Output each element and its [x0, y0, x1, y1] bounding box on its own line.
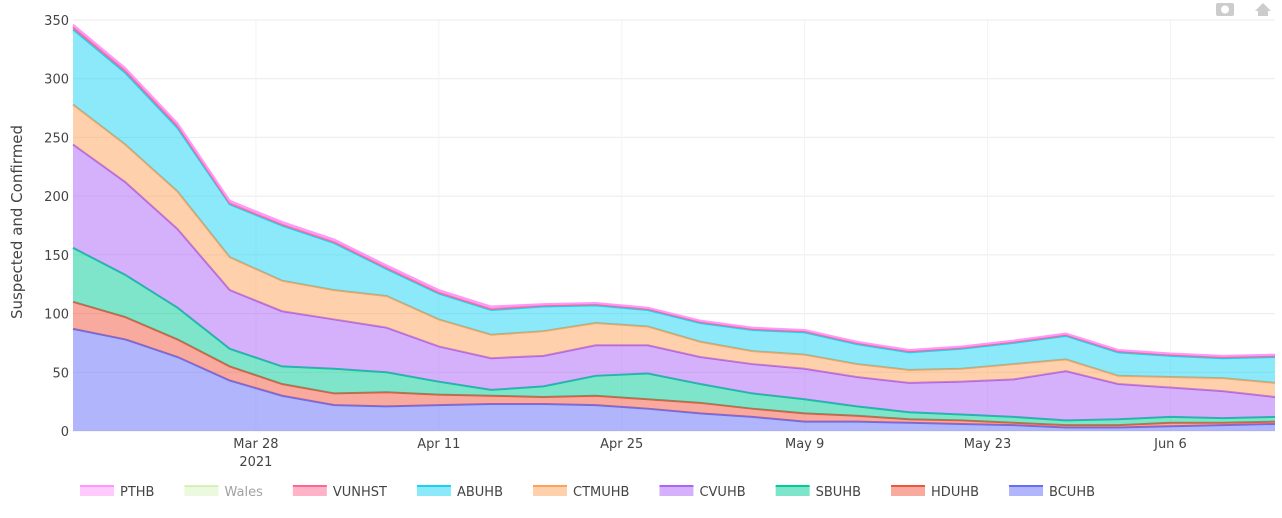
legend-swatch: [533, 486, 567, 496]
legend-item[interactable]: ABUHB: [416, 485, 503, 500]
legend-swatch: [80, 486, 114, 496]
legend-label: HDUHB: [931, 485, 979, 500]
y-tick-label: 50: [52, 366, 69, 381]
legend-item[interactable]: CTMUHB: [533, 485, 629, 500]
area-fill: [73, 301, 1275, 428]
legend-swatch: [184, 486, 219, 496]
legend-label: VUNHST: [333, 485, 387, 500]
legend-item[interactable]: Wales: [184, 485, 263, 500]
legend-label: SBUHB: [816, 485, 861, 500]
legend-label: PTHB: [120, 485, 154, 500]
y-tick-label: 200: [44, 190, 69, 205]
legend-swatch: [416, 486, 451, 496]
area-fill: [73, 144, 1275, 421]
area-fill: [73, 29, 1275, 383]
y-tick-label: 350: [44, 14, 69, 29]
y-tick-label: 150: [44, 249, 69, 264]
x-tick-label: Mar 28: [233, 437, 278, 452]
camera-lens: [1221, 5, 1229, 14]
areas: [72, 23, 1276, 431]
legend-label: Wales: [224, 485, 263, 500]
legend-label: BCUHB: [1049, 485, 1095, 500]
legend-swatch: [891, 486, 926, 496]
x-tick-label: Apr 25: [600, 437, 643, 452]
legend-label: ABUHB: [457, 485, 503, 500]
x-year-label: 2021: [239, 455, 272, 470]
home-icon[interactable]: [1255, 3, 1271, 16]
area-fill: [73, 104, 1275, 397]
legend-swatch: [659, 486, 694, 496]
legend-swatch: [1009, 486, 1044, 496]
x-tick-label: May 9: [785, 437, 824, 452]
legend-label: CTMUHB: [573, 485, 629, 500]
area-line: [72, 23, 1276, 357]
legend-item[interactable]: PTHB: [80, 485, 154, 500]
toolbar[interactable]: [1216, 3, 1271, 16]
legend-swatch: [775, 486, 810, 496]
x-tick-label: Jun 6: [1153, 437, 1187, 452]
legend-swatch: [292, 486, 327, 496]
y-tick-label: 300: [44, 73, 69, 88]
legend-item[interactable]: BCUHB: [1009, 485, 1095, 500]
legend-label: CVUHB: [699, 485, 745, 500]
legend-item[interactable]: VUNHST: [292, 485, 387, 500]
y-axis-title: Suspected and Confirmed: [8, 125, 26, 319]
legend-item[interactable]: SBUHB: [775, 485, 861, 500]
y-tick-label: 100: [44, 308, 69, 323]
y-tick-label: 0: [61, 425, 69, 440]
area-fill: [73, 328, 1275, 431]
y-tick-label: 250: [44, 131, 69, 146]
legend-item[interactable]: CVUHB: [659, 485, 746, 500]
x-tick-label: Apr 11: [417, 437, 460, 452]
area-fill: [73, 247, 1275, 426]
legend-item[interactable]: HDUHB: [891, 485, 979, 500]
x-tick-label: May 23: [964, 437, 1012, 452]
